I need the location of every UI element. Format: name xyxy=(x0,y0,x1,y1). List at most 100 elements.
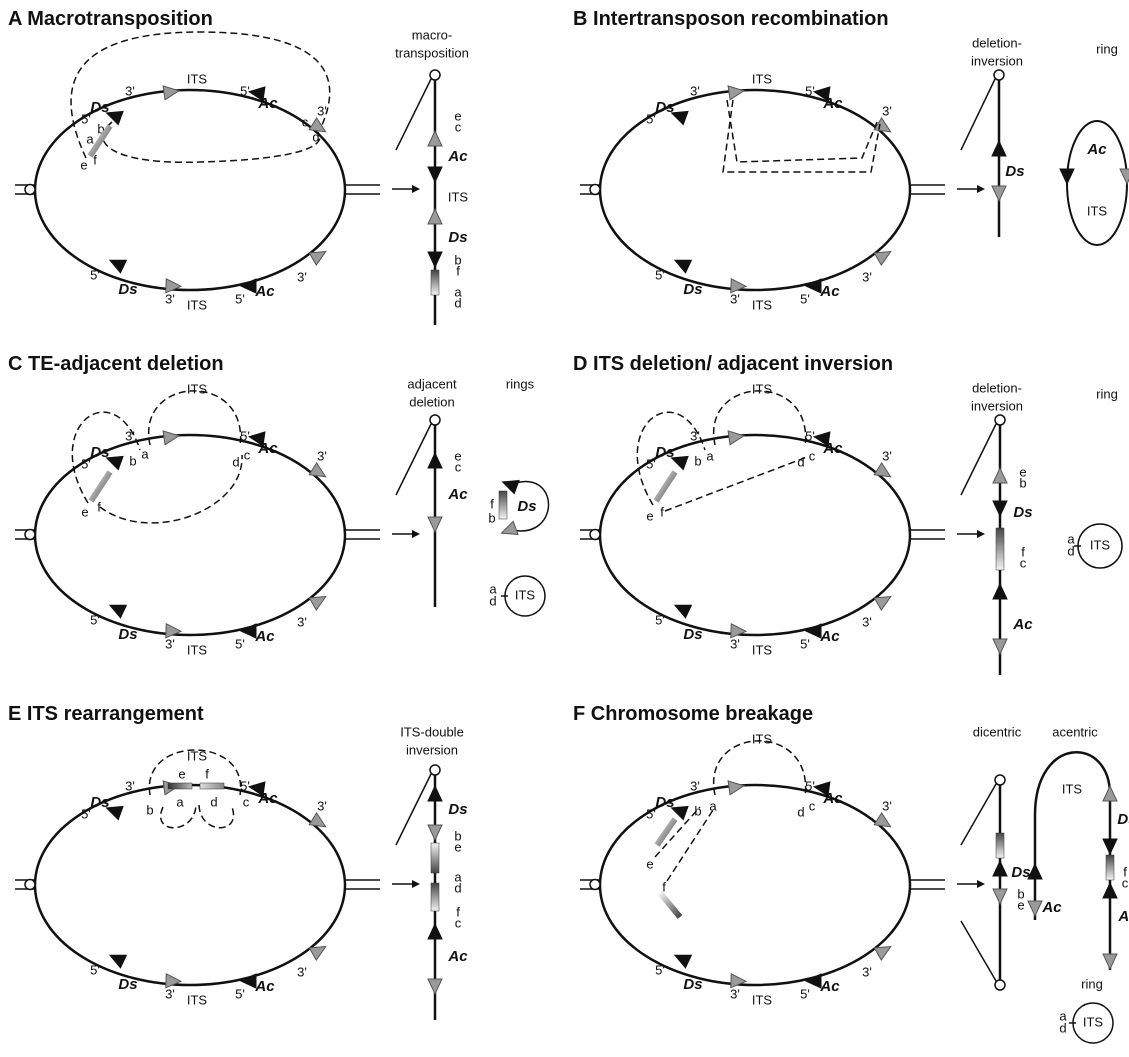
centromere xyxy=(993,69,1005,81)
panel-title: A Macrotransposition xyxy=(8,8,213,30)
te-triangle xyxy=(991,185,1007,203)
centromere xyxy=(994,979,1006,991)
te-triangle xyxy=(105,455,124,471)
element-label: 3' xyxy=(125,778,135,793)
product-label: inversion xyxy=(971,53,1023,68)
element-label: 3' xyxy=(317,798,327,813)
te-triangle xyxy=(804,973,822,989)
product-label: rings xyxy=(506,376,535,391)
product-label: ITS xyxy=(1062,781,1083,796)
product-label: e xyxy=(454,839,461,854)
product-label: Ac xyxy=(1012,616,1033,633)
element-label: 3' xyxy=(297,614,307,629)
element-label: 5' xyxy=(240,83,250,98)
te-triangle xyxy=(165,622,183,639)
product-label: acentric xyxy=(1052,724,1098,739)
te-triangle xyxy=(804,623,822,639)
te-triangle xyxy=(670,805,689,821)
element-label: Ds xyxy=(118,281,137,298)
te-triangle xyxy=(730,277,748,294)
centromere xyxy=(994,774,1006,786)
centromere xyxy=(589,183,601,196)
te-triangle xyxy=(1102,881,1118,899)
breakpoint-label: c xyxy=(243,794,250,809)
element-label: Ds xyxy=(90,444,109,461)
panel-letter: B xyxy=(573,8,587,30)
element-label: Ac xyxy=(257,95,278,112)
element-label: Ac xyxy=(254,628,275,645)
te-triangle xyxy=(239,973,257,989)
product-label: b xyxy=(1019,475,1026,490)
element-label: ITS xyxy=(752,381,773,396)
chromosome-line xyxy=(395,773,432,846)
product-label: Ac xyxy=(1041,899,1062,916)
product-label: ring xyxy=(1081,976,1103,991)
product-label: ITS xyxy=(1083,1014,1104,1029)
product-label: Ds xyxy=(1011,864,1030,881)
dashed-junction xyxy=(71,411,141,504)
ts-sequence xyxy=(995,527,1005,571)
breakpoint-label: d xyxy=(797,804,804,819)
element-label: 3' xyxy=(165,291,175,306)
product-label: f xyxy=(456,263,460,278)
ts-sequence xyxy=(88,470,113,503)
dashed-junction xyxy=(147,390,242,448)
element-label: 5' xyxy=(646,111,656,126)
element-label: Ac xyxy=(254,978,275,995)
product-label: f xyxy=(490,496,494,511)
te-triangle xyxy=(727,780,746,796)
ts-sequence xyxy=(657,891,683,919)
element-label: 5' xyxy=(655,612,665,627)
product-label: f xyxy=(1021,544,1025,559)
element-label: Ds xyxy=(90,794,109,811)
panel-title: C TE-adjacent deletion xyxy=(8,353,224,375)
arrow-head xyxy=(412,880,420,888)
product-label: inversion xyxy=(971,398,1023,413)
element-label: 3' xyxy=(317,448,327,463)
te-triangle xyxy=(1102,953,1118,971)
te-triangle xyxy=(247,431,266,447)
breakpoint-label: e xyxy=(646,856,653,871)
breakpoint-label: c xyxy=(302,114,309,129)
element-label: 5' xyxy=(240,778,250,793)
product-label: b xyxy=(1017,886,1024,901)
element-label: 5' xyxy=(800,986,810,1001)
product-label: a xyxy=(489,581,497,596)
chromosome-line xyxy=(580,184,945,195)
dashed-junction xyxy=(722,99,881,173)
breakpoint-label: d xyxy=(232,454,239,469)
product-label: c xyxy=(455,119,462,134)
product-label: Ds xyxy=(448,229,467,246)
product-label: deletion xyxy=(409,394,455,409)
element-label: ITS xyxy=(187,297,208,312)
breakpoint-label: e xyxy=(646,508,653,523)
element-label: 3' xyxy=(297,964,307,979)
te-triangle xyxy=(1102,838,1118,856)
product-label: c xyxy=(1122,875,1129,890)
te-triangle xyxy=(247,86,266,102)
breakpoint-label: c xyxy=(809,448,816,463)
product-label: adjacent xyxy=(407,376,457,391)
te-triangle xyxy=(992,466,1008,484)
element-label: ITS xyxy=(752,297,773,312)
breakpoint-label: d xyxy=(797,454,804,469)
element-label: 5' xyxy=(646,806,656,821)
te-triangle xyxy=(1102,784,1118,802)
te-triangle xyxy=(308,595,327,611)
element-label: 5' xyxy=(805,778,815,793)
te-triangle xyxy=(165,277,183,294)
te-triangle xyxy=(673,259,693,274)
element-label: ITS xyxy=(752,992,773,1007)
te-triangle xyxy=(427,922,443,940)
centromere xyxy=(994,414,1006,426)
te-triangle xyxy=(427,784,443,802)
centromere xyxy=(429,69,441,81)
te-triangle xyxy=(812,86,831,102)
panel-title-text: ITS rearrangement xyxy=(27,703,204,725)
product-label: b xyxy=(454,828,461,843)
product-label: Ds xyxy=(1117,811,1129,828)
product-label: e xyxy=(454,108,461,123)
panel-title: B Intertransposon recombination xyxy=(573,8,889,30)
panel-letter: D xyxy=(573,353,587,375)
